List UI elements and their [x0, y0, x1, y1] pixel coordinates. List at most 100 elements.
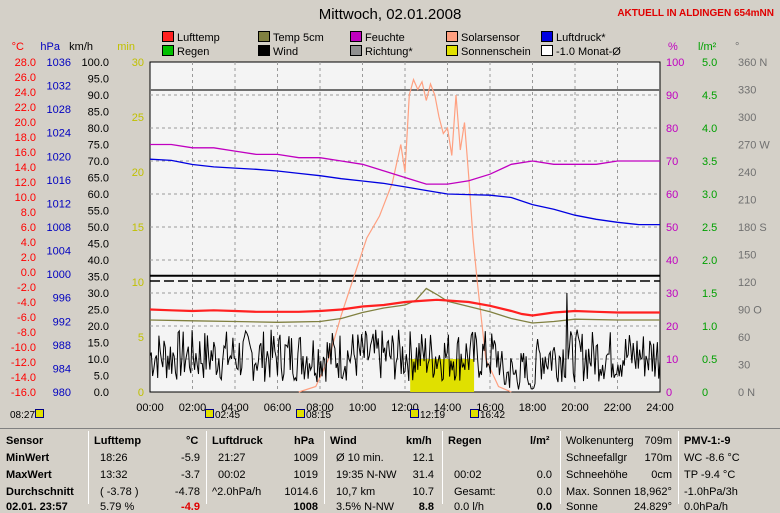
tick-label-lm2: 0 — [702, 387, 708, 399]
tick-label-kmh: 15.0 — [88, 338, 109, 350]
tick-label-hpa: 984 — [53, 363, 71, 375]
tick-label-deg: 30 — [738, 360, 750, 372]
tick-label-c: -10.0 — [11, 342, 36, 354]
lufttemp-min-time: 18:26 — [100, 452, 128, 464]
tick-label-deg: 150 — [738, 250, 756, 262]
sun-noon-icon — [410, 409, 419, 418]
tick-label-lm2: 2.0 — [702, 255, 717, 267]
legend-item: Temp 5cm — [258, 31, 324, 44]
tick-label-kmh: 95.0 — [88, 74, 109, 86]
luftdruck-max: 1019 — [293, 469, 318, 481]
tick-label-pct: 30 — [666, 288, 678, 300]
luftdruck-avg: 1014.6 — [284, 486, 318, 498]
tick-label-x: 08:00 — [306, 402, 334, 414]
time-marker: 16:42 — [470, 409, 505, 421]
tick-label-kmh: 20.0 — [88, 321, 109, 333]
durchschnitt-label: Durchschnitt — [6, 486, 74, 498]
weather-chart: °C hPa km/h min% l/m² ° 28.0 26.0 24.0 22.0 20.0 18… — [11, 41, 770, 414]
wind-header: Wind — [330, 435, 357, 447]
tick-label-kmh: 25.0 — [88, 305, 109, 317]
wind-avg10: 12.1 — [412, 452, 434, 464]
luftdruck-trend: ^2.0hPa/h — [212, 486, 262, 498]
tick-label-kmh: 50.0 — [88, 222, 109, 234]
tick-label-x: 04:00 — [221, 402, 249, 414]
legend-swatch — [446, 31, 458, 42]
tick-label-hpa: 1032 — [47, 81, 71, 93]
sun-rise-icon — [296, 409, 305, 418]
page-title: Mittwoch, 02.01.2008 — [318, 6, 462, 23]
luftdruck-min: 1009 — [293, 452, 318, 464]
tick-label-kmh: 70.0 — [88, 156, 109, 168]
legend-label: Temp 5cm — [273, 32, 324, 44]
time-marker-label: 08:15 — [306, 410, 332, 421]
luftdruck-min-time: 21:27 — [218, 452, 246, 464]
legend-item: Feuchte — [350, 31, 405, 44]
tick-label-c: 4.0 — [21, 237, 36, 249]
tick-label-kmh: 0.0 — [94, 387, 109, 399]
tick-label-hpa: 1004 — [47, 246, 71, 258]
lufttemp-line — [149, 298, 660, 317]
moon-rise-icon — [205, 409, 214, 418]
tick-label-x: 22:00 — [604, 402, 632, 414]
tick-label-hpa: 996 — [53, 293, 71, 305]
tick-label-c: -8.0 — [17, 327, 36, 339]
tick-label-kmh: 75.0 — [88, 140, 109, 152]
tick-label-kmh: 35.0 — [88, 272, 109, 284]
legend-swatch — [350, 45, 362, 56]
tick-label-kmh: 10.0 — [88, 354, 109, 366]
tick-label-hpa: 1000 — [47, 269, 71, 281]
schneefallgr-label: Schneefallgr — [566, 452, 628, 464]
windchill-value: WC -8.6 °C — [684, 452, 740, 464]
tick-label-hpa: 1016 — [47, 175, 71, 187]
tick-label-deg: 330 — [738, 85, 756, 97]
tick-label-min: 30 — [132, 57, 144, 69]
station-label: AKTUELL IN ALDINGEN 654mNN — [617, 8, 774, 19]
regen-max-time: 00:02 — [454, 469, 482, 481]
lufttemp-max: -3.7 — [181, 469, 200, 481]
solarsensor-line — [298, 77, 512, 393]
tick-label-pct: 70 — [666, 156, 678, 168]
luftdruck-line — [149, 158, 660, 226]
tick-label-hpa: 1036 — [47, 57, 71, 69]
legend-swatch — [350, 31, 362, 42]
tick-label-lm2: 1.0 — [702, 321, 717, 333]
tick-label-c: 8.0 — [21, 207, 36, 219]
schneehoehe-value: 0cm — [651, 469, 672, 481]
tick-label-pct: 100 — [666, 57, 684, 69]
legend-label: Regen — [177, 46, 210, 58]
lufttemp-header: Lufttemp — [94, 435, 142, 447]
tick-label-x: 14:00 — [434, 402, 462, 414]
legend-label: Sonnenschein — [461, 46, 531, 58]
druck-3h-value: -1.0hPa/3h — [684, 486, 738, 498]
axis-unit-pct: % — [668, 41, 678, 53]
tick-label-c: 22.0 — [15, 102, 36, 114]
time-marker: 08:15 — [296, 409, 331, 421]
lufttemp-min: -5.9 — [181, 452, 200, 464]
regen-max: 0.0 — [536, 469, 552, 481]
luftdruck-max-time: 00:02 — [218, 469, 246, 481]
legend-label: -1.0 Monat-Ø — [556, 46, 621, 58]
time-marker: 02:45 — [205, 409, 240, 421]
time-marker: 08:27 — [10, 409, 45, 421]
lufttemp-unit: °C — [186, 435, 199, 447]
tick-label-hpa: 992 — [53, 316, 71, 328]
tick-label-c: -12.0 — [11, 357, 36, 369]
axis-unit-hpa: hPa — [40, 41, 60, 53]
legend-item: Wind — [258, 45, 298, 58]
tick-label-lm2: 4.5 — [702, 90, 717, 102]
max-sonnen-label: Max. Sonnen 18,962° — [566, 486, 672, 498]
luftdruck-unit: hPa — [294, 435, 315, 447]
lufttemp-avg-month: ( -3.78 ) — [100, 486, 139, 498]
legend-label: Richtung* — [365, 46, 413, 58]
tick-label-c: 0.0 — [21, 267, 36, 279]
wind-max-time: 19:35 N-NW — [336, 469, 397, 481]
legend-item: Solarsensor — [446, 31, 520, 44]
tick-label-pct: 10 — [666, 354, 678, 366]
time-marker-label: 08:27 — [10, 410, 36, 421]
regen-header: Regen — [448, 435, 482, 447]
legend-swatch — [446, 45, 458, 56]
legend-label: Feuchte — [365, 32, 405, 44]
wind-avg: 10.7 — [412, 486, 434, 498]
tick-label-pct: 40 — [666, 255, 678, 267]
axis-unit-kmh: km/h — [69, 41, 93, 53]
